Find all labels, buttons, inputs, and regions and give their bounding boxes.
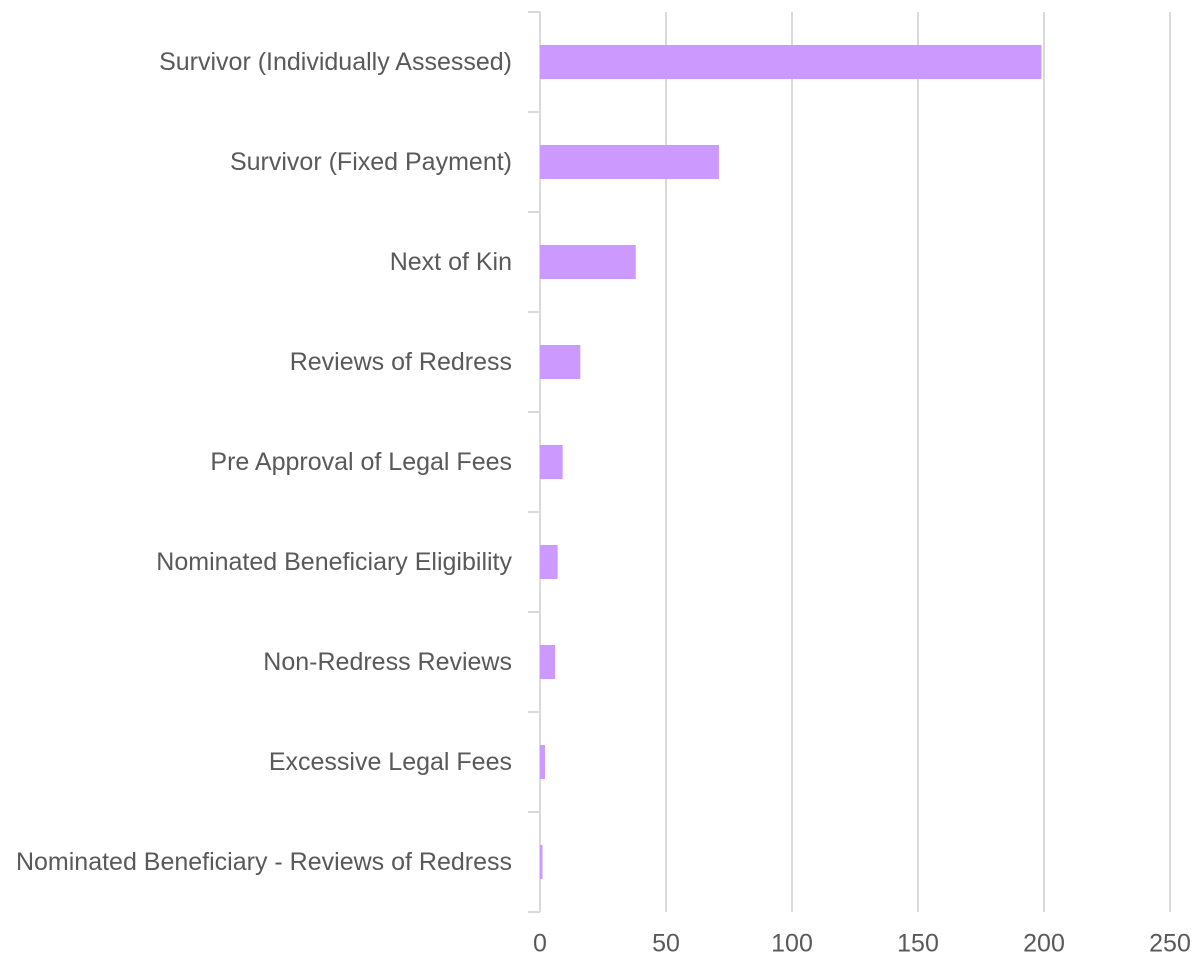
y-tick-label-box: Pre Approval of Legal Fees xyxy=(2,445,512,479)
y-tick-label: Nominated Beneficiary - Reviews of Redre… xyxy=(15,848,512,876)
bar xyxy=(540,145,719,179)
y-tick-label-box: Reviews of Redress xyxy=(2,345,512,379)
x-tick-label: 100 xyxy=(771,930,813,958)
y-tick-label: Next of Kin xyxy=(389,248,512,276)
y-tick-label-box: Survivor (Individually Assessed) xyxy=(2,45,512,79)
y-tick-label-box: Next of Kin xyxy=(2,245,512,279)
y-tick-label: Reviews of Redress xyxy=(289,348,512,376)
x-tick-label: 0 xyxy=(533,930,547,958)
bar xyxy=(540,445,563,479)
x-tick-label: 250 xyxy=(1149,930,1191,958)
bar xyxy=(540,545,558,579)
y-tick-label-box: Nominated Beneficiary - Reviews of Redre… xyxy=(2,845,512,879)
bar xyxy=(540,345,581,379)
y-tick-label: Nominated Beneficiary Eligibility xyxy=(156,548,512,576)
y-tick-label: Survivor (Fixed Payment) xyxy=(229,148,512,176)
y-tick-label-box: Non-Redress Reviews xyxy=(2,645,512,679)
x-tick-label: 50 xyxy=(652,930,680,958)
y-tick-label: Pre Approval of Legal Fees xyxy=(210,448,512,476)
bar xyxy=(540,645,556,679)
bar xyxy=(540,745,546,779)
y-tick-label-box: Nominated Beneficiary Eligibility xyxy=(2,545,512,579)
y-tick-label-box: Survivor (Fixed Payment) xyxy=(2,145,512,179)
bar xyxy=(540,45,1042,79)
x-tick-label: 200 xyxy=(1023,930,1065,958)
y-tick-label: Survivor (Individually Assessed) xyxy=(159,48,512,76)
y-tick-label-box: Excessive Legal Fees xyxy=(2,745,512,779)
x-tick-label: 150 xyxy=(897,930,939,958)
y-tick-label: Non-Redress Reviews xyxy=(263,648,512,676)
bar xyxy=(540,245,636,279)
bar xyxy=(540,845,543,879)
y-tick-label: Excessive Legal Fees xyxy=(268,748,512,776)
